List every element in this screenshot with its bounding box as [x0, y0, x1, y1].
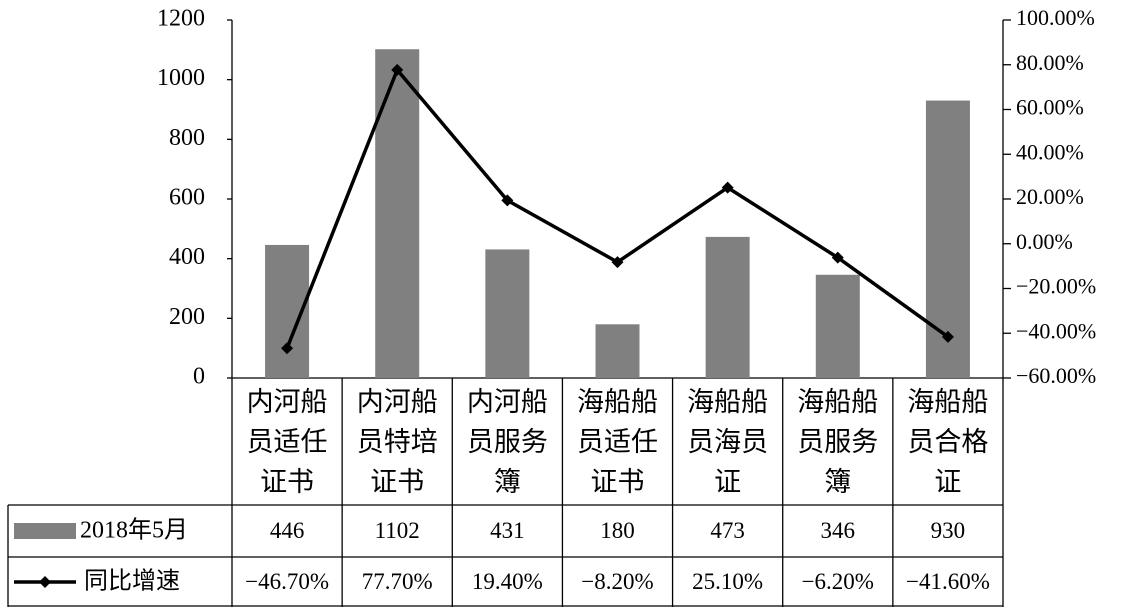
y2-tick-label: −60.00%: [1016, 363, 1096, 388]
bar: [705, 236, 750, 378]
category-label: 海船船员合格证: [907, 387, 989, 497]
table-value: 77.70%: [361, 569, 433, 594]
marker: [281, 342, 294, 355]
bar: [485, 249, 530, 378]
table-value: −41.60%: [905, 569, 990, 594]
category-label: 内河船员服务簿: [466, 387, 548, 497]
y2-tick-label: −40.00%: [1016, 318, 1096, 343]
category-label: 海船船员服务簿: [797, 387, 879, 497]
y-tick-label: 800: [169, 125, 205, 151]
marker: [831, 251, 844, 264]
table-value: −46.70%: [245, 569, 330, 594]
y2-tick-label: 20.00%: [1016, 184, 1084, 209]
y2-tick-label: 60.00%: [1016, 95, 1084, 120]
bar: [375, 49, 420, 379]
marker: [721, 181, 734, 194]
table-value: 180: [600, 518, 635, 543]
table-value: 473: [710, 518, 745, 543]
bar: [815, 274, 860, 378]
table-value: −8.20%: [581, 569, 654, 594]
category-label: 海船船员海员证: [687, 387, 769, 497]
y-tick-label: 600: [169, 185, 205, 211]
marker: [611, 256, 624, 269]
y2-tick-label: 100.00%: [1016, 5, 1095, 30]
table-value: 19.40%: [471, 569, 543, 594]
marker: [941, 330, 954, 343]
y-tick-label: 1200: [157, 6, 205, 32]
y2-tick-label: 0.00%: [1016, 229, 1073, 254]
y-tick-label: 1000: [157, 65, 205, 91]
category-label: 内河船员特培证书: [356, 387, 438, 497]
legend-label: 2018年5月: [80, 517, 188, 544]
legend-label: 同比增速: [84, 568, 180, 595]
y-tick-label: 0: [193, 364, 205, 390]
table-value: −6.20%: [801, 569, 874, 594]
legend-swatch: [39, 576, 51, 588]
marker: [501, 194, 514, 207]
y-tick-label: 200: [169, 304, 205, 330]
category-label: 海船船员适任证书: [576, 387, 658, 497]
y2-tick-label: 80.00%: [1016, 50, 1084, 75]
bar: [595, 324, 640, 378]
table-value: 446: [269, 518, 305, 543]
table-value: 1102: [374, 518, 420, 543]
category-label: 内河船员适任证书: [246, 387, 328, 497]
table-value: 346: [820, 518, 856, 543]
marker: [391, 63, 404, 76]
y2-tick-label: 40.00%: [1016, 139, 1084, 164]
y-tick-label: 400: [169, 244, 205, 270]
table-value: 431: [490, 518, 525, 543]
y2-tick-label: −20.00%: [1016, 274, 1096, 299]
table-value: 25.10%: [692, 569, 764, 594]
legend-swatch: [14, 523, 76, 539]
table-value: 930: [930, 518, 966, 543]
